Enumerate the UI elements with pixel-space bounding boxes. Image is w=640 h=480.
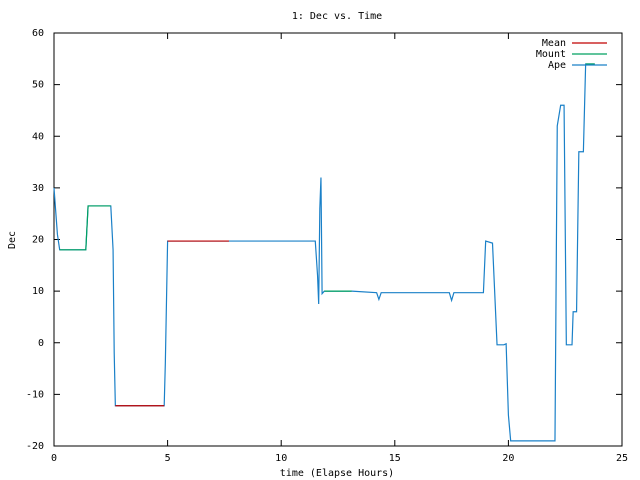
series-line (53, 63, 595, 442)
y-tick-label: 30 (32, 183, 44, 194)
x-tick-label: 15 (389, 453, 401, 464)
y-tick-label: 20 (32, 235, 44, 246)
y-tick-label: 50 (32, 80, 44, 91)
y-axis-label: Dec (7, 231, 18, 249)
y-tick-label: 0 (38, 338, 44, 349)
y-tick-label: 40 (32, 131, 44, 142)
legend-label: Mean (542, 38, 566, 49)
x-tick-label: 20 (502, 453, 514, 464)
x-tick-label: 25 (616, 453, 628, 464)
y-tick-label: -10 (26, 389, 44, 400)
y-tick-label: 60 (32, 28, 44, 39)
chart-title: 1: Dec vs. Time (292, 11, 382, 22)
y-tick-label: -20 (26, 441, 44, 452)
series-line (59, 205, 111, 251)
y-tick-label: 10 (32, 286, 44, 297)
x-tick-label: 10 (275, 453, 287, 464)
legend-label: Mount (536, 49, 566, 60)
x-tick-label: 0 (51, 453, 57, 464)
x-tick-label: 5 (165, 453, 171, 464)
legend-label: Ape (548, 60, 566, 71)
plot-frame (53, 32, 623, 447)
x-axis-label: time (Elapse Hours) (280, 468, 394, 479)
